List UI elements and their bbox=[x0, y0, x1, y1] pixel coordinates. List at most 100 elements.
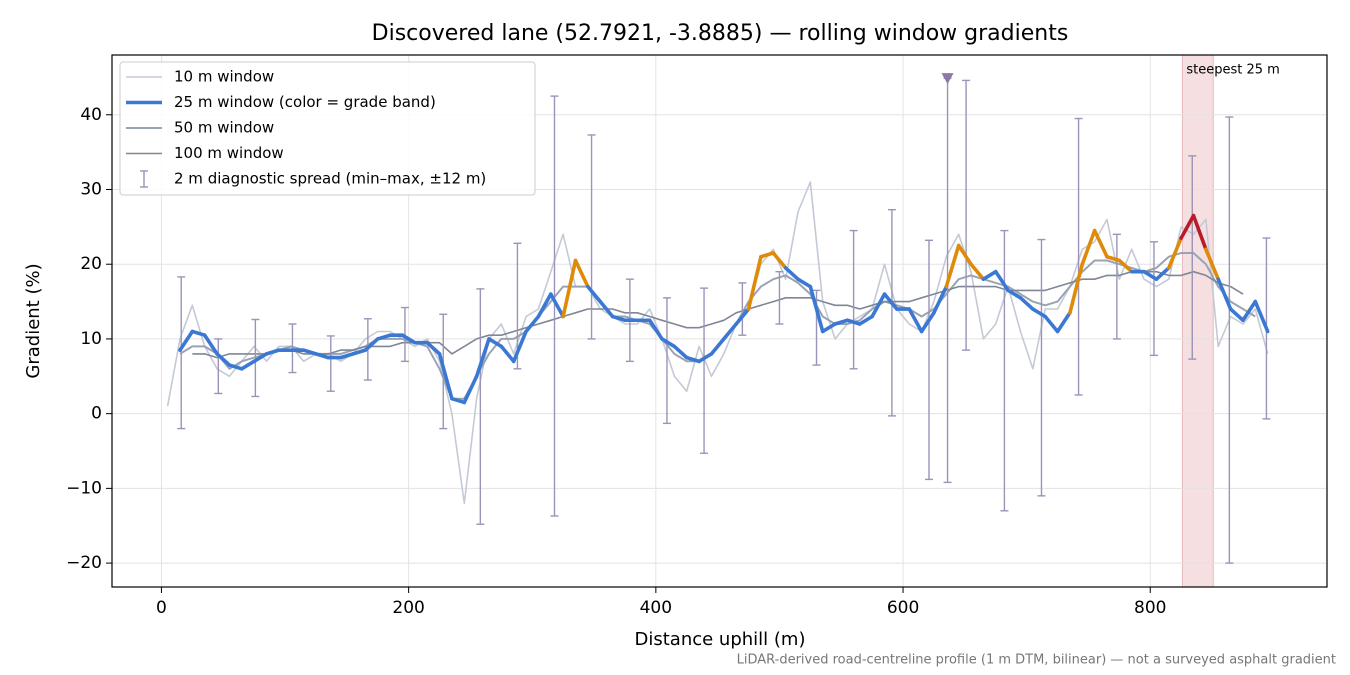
footnote: LiDAR-derived road-centreline profile (1… bbox=[737, 653, 1336, 668]
series-segment bbox=[252, 352, 269, 364]
series-segment bbox=[808, 284, 825, 334]
series-segment bbox=[437, 352, 454, 401]
legend-box bbox=[119, 61, 536, 196]
series-segment bbox=[697, 352, 714, 364]
legend: 10 m window 25 m window (color = grade ba… bbox=[119, 61, 536, 196]
series-segment bbox=[338, 352, 355, 360]
series-segment bbox=[1204, 247, 1221, 281]
series-segment bbox=[870, 292, 887, 319]
series-segment bbox=[450, 396, 467, 405]
series-segment bbox=[375, 333, 392, 341]
series-segment bbox=[746, 254, 763, 311]
x-axis-label: Distance uphill (m) bbox=[635, 629, 806, 650]
series-segment bbox=[882, 292, 899, 311]
series-segment bbox=[314, 352, 331, 360]
series-segment bbox=[610, 314, 627, 323]
legend-label: 10 m window bbox=[174, 68, 274, 86]
series-segment bbox=[771, 251, 788, 270]
highlight-span bbox=[1181, 54, 1214, 588]
y-tick-label: −20 bbox=[66, 553, 102, 573]
legend-label: 100 m window bbox=[174, 144, 284, 162]
series-segment bbox=[722, 322, 738, 341]
series-segment bbox=[1068, 262, 1085, 315]
series-segment bbox=[932, 284, 949, 315]
x-tick-label: 400 bbox=[640, 598, 672, 618]
series-segment bbox=[1154, 266, 1171, 281]
series-segment bbox=[647, 318, 664, 341]
y-tick-label: 0 bbox=[91, 404, 102, 424]
x-tick-label: 0 bbox=[156, 598, 167, 618]
y-tick-label: 10 bbox=[80, 329, 102, 349]
x-tick-label: 600 bbox=[887, 598, 919, 618]
peak-marker bbox=[941, 73, 954, 85]
series-segment bbox=[1253, 299, 1270, 334]
series-segment bbox=[239, 359, 256, 371]
series-segment bbox=[1117, 258, 1134, 274]
series-segment bbox=[684, 355, 701, 364]
series-line bbox=[166, 181, 1269, 505]
series-segment bbox=[820, 322, 837, 334]
series-segment bbox=[1166, 236, 1183, 270]
series-segment bbox=[1228, 307, 1245, 323]
series-segment bbox=[536, 292, 553, 319]
series-segment bbox=[1018, 296, 1035, 311]
series-segment bbox=[1179, 213, 1196, 240]
series-segment bbox=[919, 310, 936, 334]
series-segment bbox=[202, 333, 219, 356]
x-tick-label: 200 bbox=[392, 598, 424, 618]
series-segment bbox=[351, 348, 368, 356]
series-segment bbox=[474, 337, 491, 379]
y-axis-label: Gradient (%) bbox=[23, 263, 44, 378]
series-segment bbox=[573, 258, 590, 289]
series-segment bbox=[462, 374, 479, 405]
series-segment bbox=[178, 329, 195, 352]
series-segment bbox=[1080, 228, 1097, 267]
series-segment bbox=[709, 337, 726, 356]
series-segment bbox=[215, 352, 232, 367]
series-segment bbox=[400, 333, 417, 345]
series-segment bbox=[598, 299, 615, 319]
series-segment bbox=[499, 344, 516, 364]
y-tick-label: 30 bbox=[80, 179, 102, 199]
series-segment bbox=[511, 329, 528, 364]
highlight-label: steepest 25 m bbox=[1186, 63, 1279, 78]
series-segment bbox=[524, 314, 541, 334]
series-segment bbox=[981, 269, 998, 281]
legend-label: 2 m diagnostic spread (min–max, ±12 m) bbox=[174, 170, 486, 188]
series-segment bbox=[487, 337, 504, 349]
series-segment bbox=[1092, 228, 1109, 259]
series-line bbox=[179, 252, 1256, 400]
series-segment bbox=[796, 277, 813, 289]
series-segment bbox=[1031, 307, 1047, 319]
series-segment bbox=[907, 307, 924, 334]
series-segment bbox=[857, 314, 874, 326]
series-segment bbox=[845, 318, 862, 326]
series-segment bbox=[264, 348, 281, 356]
x-tick-label: 800 bbox=[1134, 598, 1166, 618]
series-segment bbox=[833, 318, 850, 326]
chart-title: Discovered lane (52.7921, -3.8885) — rol… bbox=[372, 21, 1069, 46]
series-segment bbox=[1043, 314, 1060, 334]
series-segment bbox=[548, 292, 565, 319]
plot-frame bbox=[111, 54, 1328, 588]
series-segment bbox=[1191, 213, 1208, 252]
series-segment bbox=[660, 337, 677, 349]
series-segment bbox=[1142, 269, 1159, 281]
series-segment bbox=[783, 266, 800, 281]
series-segment bbox=[301, 348, 318, 356]
y-tick-label: 20 bbox=[80, 254, 102, 274]
legend-label: 25 m window (color = grade band) bbox=[174, 93, 436, 111]
series-segment bbox=[734, 307, 751, 326]
series-segment bbox=[1055, 310, 1072, 334]
y-tick-label: −10 bbox=[66, 478, 102, 498]
series-segment bbox=[190, 329, 207, 337]
series-segment bbox=[425, 340, 442, 356]
series-segment bbox=[956, 243, 973, 267]
series-segment bbox=[1105, 254, 1122, 263]
series-segment bbox=[944, 243, 961, 289]
series-segment bbox=[1216, 277, 1233, 311]
series-segment bbox=[363, 337, 380, 352]
series-segment bbox=[759, 251, 776, 259]
y-tick-label: 40 bbox=[80, 105, 102, 125]
